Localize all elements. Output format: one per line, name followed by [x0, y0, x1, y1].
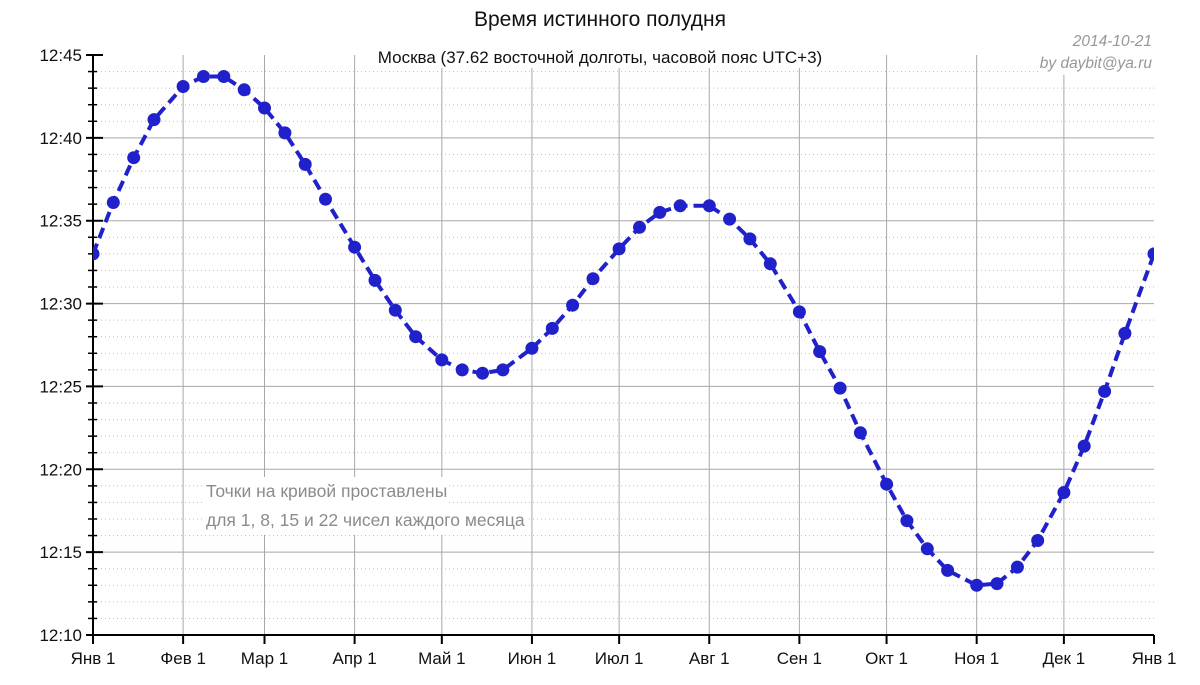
x-tick-label: Сен 1 [777, 649, 822, 668]
chart-credit: 2014-10-21 by daybit@ya.ru [1037, 31, 1154, 75]
data-point [833, 381, 847, 395]
data-point [566, 298, 580, 312]
x-tick-label: Мар 1 [241, 649, 288, 668]
data-point [455, 363, 469, 377]
x-tick-label: Окт 1 [865, 649, 908, 668]
data-point [147, 113, 161, 127]
annotation-line-2: для 1, 8, 15 и 22 чисел каждого месяца [204, 506, 527, 535]
data-point [127, 151, 141, 165]
data-point [217, 70, 231, 83]
x-tick-label: Фев 1 [160, 649, 206, 668]
data-point [723, 212, 737, 226]
gridlines [93, 55, 1154, 635]
data-point [900, 514, 914, 528]
data-point [197, 70, 210, 83]
y-tick-label: 12:15 [39, 543, 82, 562]
data-point [586, 272, 600, 286]
data-point [633, 220, 646, 234]
y-tick-label: 12:35 [39, 212, 82, 231]
chart-subtitle: Москва (37.62 восточной долготы, часовой… [369, 48, 831, 68]
y-tick-label: 12:20 [39, 460, 82, 479]
x-tick-label: Июн 1 [508, 649, 557, 668]
data-point [278, 126, 292, 140]
data-point [237, 83, 251, 97]
x-tick-label: Янв 1 [71, 649, 116, 668]
data-point [409, 330, 423, 344]
data-point [348, 240, 362, 254]
x-tick-label: Июл 1 [595, 649, 644, 668]
data-point [941, 563, 955, 577]
x-tick-label: Апр 1 [333, 649, 377, 668]
data-point [545, 321, 559, 335]
data-point [1098, 384, 1112, 398]
data-point [93, 247, 100, 261]
data-point [880, 477, 894, 491]
data-point [1118, 326, 1132, 340]
data-point [176, 80, 190, 93]
data-point [258, 101, 271, 115]
x-tick-label: Янв 1 [1132, 649, 1177, 668]
data-point [1147, 247, 1154, 261]
data-point [763, 257, 777, 271]
data-point [106, 196, 120, 209]
series-true-noon [93, 70, 1154, 592]
data-point [990, 577, 1004, 591]
data-point [298, 157, 312, 171]
data-point [476, 366, 489, 380]
credit-date: 2014-10-21 [1072, 33, 1152, 50]
y-tick-label: 12:45 [39, 46, 82, 65]
chart-annotation: Точки на кривой проставлены для 1, 8, 15… [204, 477, 527, 535]
data-point [319, 192, 332, 206]
credit-author: by daybit@ya.ru [1039, 55, 1152, 72]
y-tick-label: 12:40 [39, 129, 82, 148]
data-point [525, 341, 539, 355]
x-tick-label: Авг 1 [689, 649, 730, 668]
y-tick-label: 12:25 [39, 377, 82, 396]
data-point [853, 426, 867, 440]
data-point [653, 205, 667, 219]
data-point [1031, 534, 1045, 547]
data-point [1057, 486, 1071, 499]
data-point [743, 232, 757, 246]
x-tick-label: Дек 1 [1043, 649, 1086, 668]
x-tick-label: Ноя 1 [954, 649, 999, 668]
y-tick-label: 12:10 [39, 626, 82, 645]
data-point [612, 242, 626, 256]
data-point [920, 542, 934, 556]
data-point [970, 578, 984, 592]
chart-subtitle-wrap: Москва (37.62 восточной долготы, часовой… [0, 48, 1200, 68]
data-point [368, 273, 382, 287]
data-point [813, 345, 827, 359]
annotation-line-1: Точки на кривой проставлены [204, 477, 450, 506]
data-point [435, 353, 449, 367]
data-point [1010, 560, 1024, 574]
data-point [388, 303, 402, 317]
data-point [673, 199, 687, 213]
data-point [496, 363, 510, 377]
data-point [792, 305, 806, 319]
chart-title: Время истинного полудня [473, 8, 727, 31]
x-tick-label: Май 1 [418, 649, 465, 668]
y-tick-label: 12:30 [39, 295, 82, 314]
data-point [702, 199, 716, 213]
data-point [1077, 439, 1091, 453]
axes: 12:10 12:15 12:20 12:25 12:30 12:35 12:40 12:45… [39, 46, 1176, 668]
